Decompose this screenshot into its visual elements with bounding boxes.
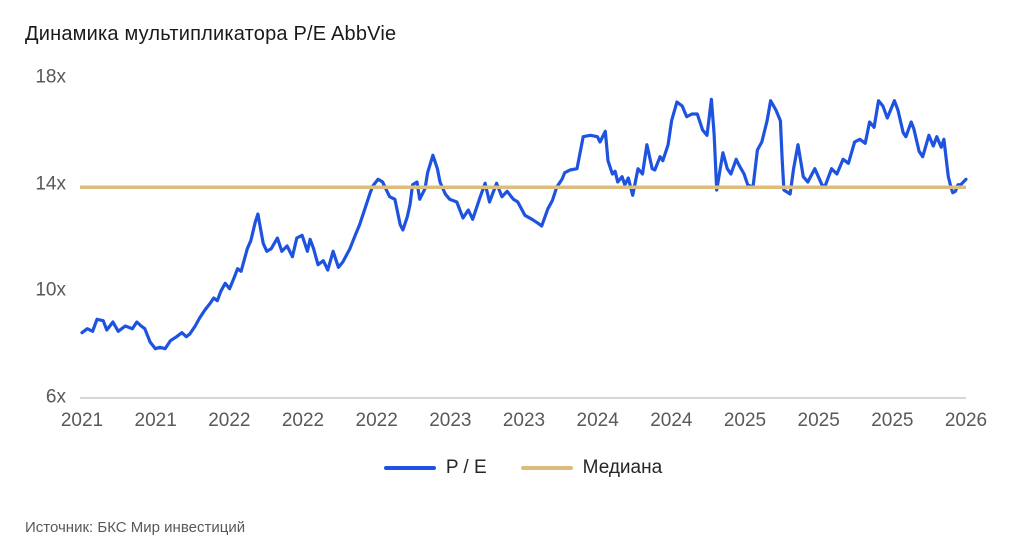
- median-line-swatch: [520, 466, 573, 470]
- x-tick-label: 2024: [576, 410, 619, 431]
- x-tick-label: 2023: [429, 410, 472, 431]
- y-tick-label: 6x: [45, 386, 66, 408]
- chart-title: Динамика мультипликатора P/E AbbVie: [25, 23, 397, 45]
- y-tick-label: 14x: [35, 173, 66, 195]
- x-tick-label: 2025: [871, 410, 914, 431]
- x-tick-label: 2026: [944, 410, 988, 431]
- pe-line: [80, 97, 968, 351]
- source-caption: Источник: БКС Мир инвестиций: [25, 519, 246, 536]
- x-tick-label: 2025: [797, 410, 840, 431]
- x-tick-label: 2025: [723, 410, 767, 431]
- y-tick-label: 18x: [35, 66, 66, 88]
- x-tick-label: 2021: [134, 410, 177, 431]
- x-tick-label: 2021: [60, 410, 104, 431]
- pe-line-swatch: [383, 466, 436, 470]
- y-tick-label: 10x: [35, 279, 66, 301]
- legend-item-pe[interactable]: P / E: [383, 457, 487, 479]
- x-tick-label: 2022: [208, 410, 251, 431]
- x-tick-label: 2023: [502, 410, 546, 431]
- legend-item-median[interactable]: Медиана: [520, 457, 663, 479]
- x-tick-label: 2024: [650, 410, 693, 431]
- legend-label-median: Медиана: [582, 457, 663, 478]
- x-tick-label: 2022: [281, 410, 325, 431]
- legend-label-pe: P / E: [445, 457, 487, 478]
- x-tick-label: 2022: [355, 410, 398, 431]
- legend: P / E Медиана: [80, 455, 966, 481]
